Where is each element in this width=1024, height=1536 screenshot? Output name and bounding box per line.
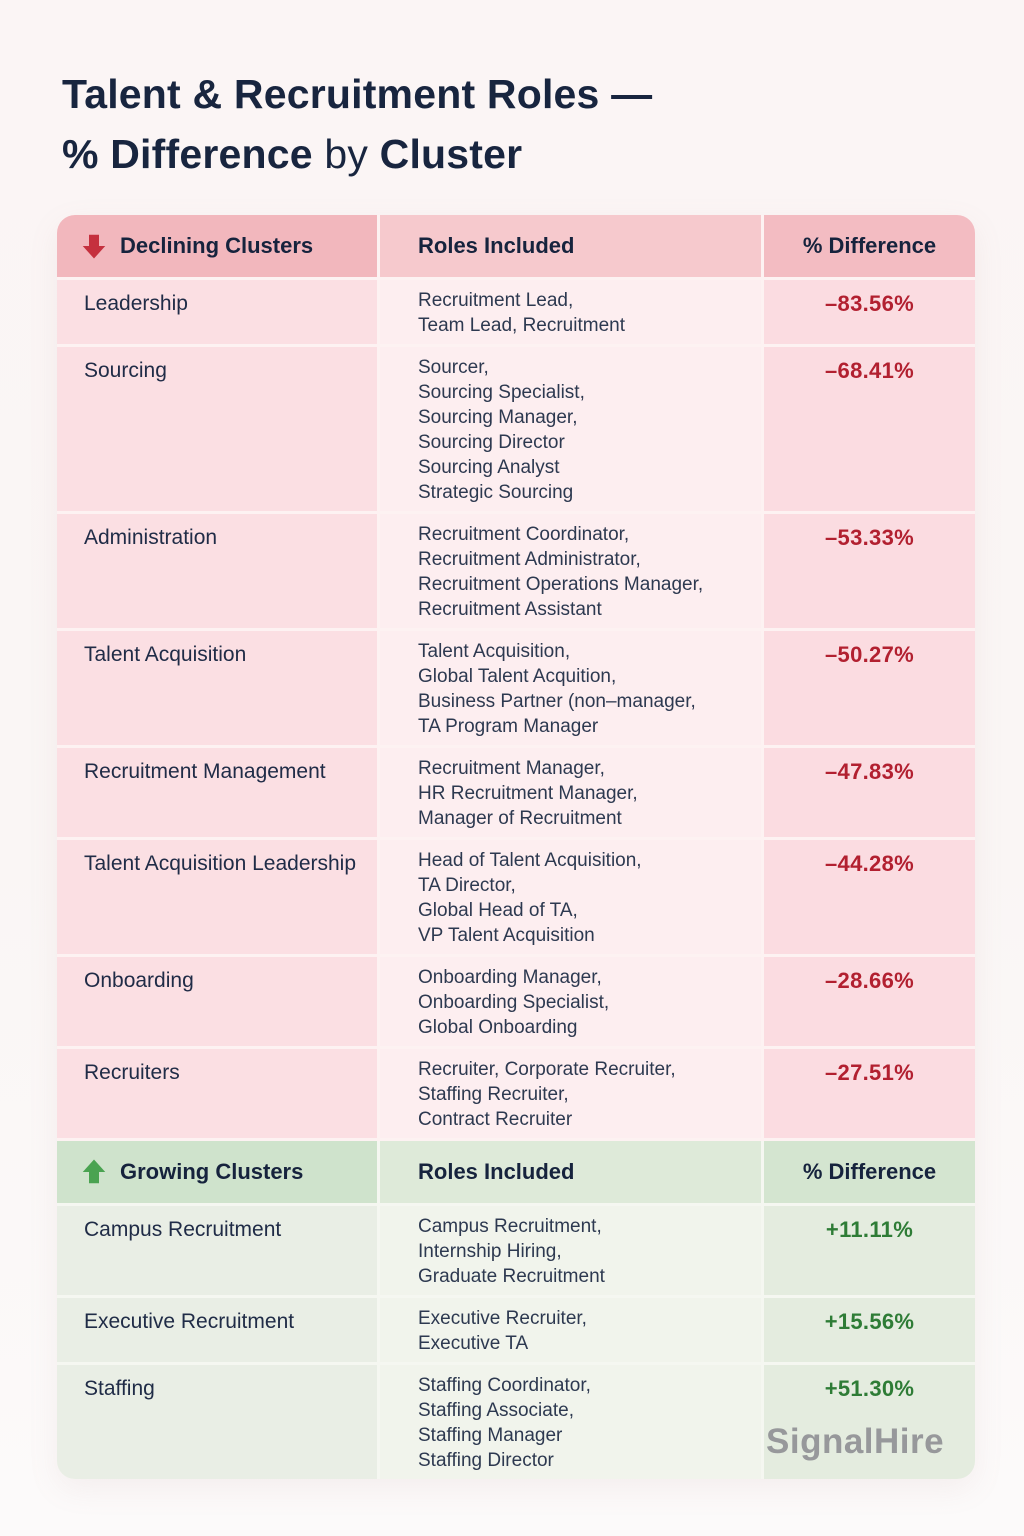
declining-section: Declining Clusters Roles Included % Diff… [57, 215, 975, 1141]
signalhire-logo: SignalHire [766, 1422, 945, 1461]
difference-value: –47.83% [764, 748, 975, 837]
section-header-row: Growing Clusters Roles Included % Differ… [57, 1141, 975, 1203]
difference-value: +11.11% [764, 1206, 975, 1295]
up-arrow-icon [79, 1156, 109, 1188]
difference-value: +51.30% [764, 1365, 975, 1479]
table-row: Leadership Recruitment Lead, Team Lead, … [57, 280, 975, 344]
section-title: Growing Clusters [120, 1159, 304, 1184]
cluster-name: Talent Acquisition [57, 631, 377, 745]
cluster-name: Campus Recruitment [57, 1206, 377, 1295]
roles-list: Recruiter, Corporate Recruiter, Staffing… [380, 1049, 761, 1138]
cluster-name: Onboarding [57, 957, 377, 1046]
cluster-name: Staffing [57, 1365, 377, 1479]
down-arrow-icon [79, 230, 109, 262]
roles-list: Campus Recruitment, Internship Hiring, G… [380, 1206, 761, 1295]
table-row: Administration Recruitment Coordinator, … [57, 514, 975, 628]
table-row: Campus Recruitment Campus Recruitment, I… [57, 1206, 975, 1295]
cluster-name: Administration [57, 514, 377, 628]
cluster-name: Talent Acquisition Leadership [57, 840, 377, 954]
title-line1: Talent & Recruitment Roles — [62, 71, 653, 117]
difference-header: % Difference [764, 215, 975, 277]
roles-list: Recruitment Manager, HR Recruitment Mana… [380, 748, 761, 837]
cluster-name: Leadership [57, 280, 377, 344]
table-row: Staffing Staffing Coordinator, Staffing … [57, 1365, 975, 1479]
cluster-name: Executive Recruitment [57, 1298, 377, 1362]
cluster-name: Recruitment Management [57, 748, 377, 837]
table-row: Sourcing Sourcer, Sourcing Specialist, S… [57, 347, 975, 511]
table-row: Executive Recruitment Executive Recruite… [57, 1298, 975, 1362]
table-row: Recruiters Recruiter, Corporate Recruite… [57, 1049, 975, 1138]
roles-list: Recruitment Coordinator, Recruitment Adm… [380, 514, 761, 628]
page-title: Talent & Recruitment Roles — % Difference… [62, 64, 652, 184]
difference-value: –44.28% [764, 840, 975, 954]
roles-list: Talent Acquisition, Global Talent Acquit… [380, 631, 761, 745]
growing-section: Growing Clusters Roles Included % Differ… [57, 1141, 975, 1479]
section-title: Declining Clusters [120, 233, 314, 258]
roles-list: Recruitment Lead, Team Lead, Recruitment [380, 280, 761, 344]
roles-list: Executive Recruiter, Executive TA [380, 1298, 761, 1362]
difference-header: % Difference [764, 1141, 975, 1203]
roles-list: Head of Talent Acquisition, TA Director,… [380, 840, 761, 954]
roles-list: Onboarding Manager, Onboarding Specialis… [380, 957, 761, 1046]
table-row: Talent Acquisition Talent Acquisition, G… [57, 631, 975, 745]
section-rows: Campus Recruitment Campus Recruitment, I… [57, 1206, 975, 1479]
difference-value: –50.27% [764, 631, 975, 745]
difference-value: –68.41% [764, 347, 975, 511]
difference-value: –28.66% [764, 957, 975, 1046]
roles-included-header: Roles Included [380, 215, 761, 277]
table-row: Recruitment Management Recruitment Manag… [57, 748, 975, 837]
roles-list: Staffing Coordinator, Staffing Associate… [380, 1365, 761, 1479]
difference-value: –27.51% [764, 1049, 975, 1138]
cluster-name: Sourcing [57, 347, 377, 511]
title-line2-bold: % Difference [62, 131, 313, 177]
section-header-row: Declining Clusters Roles Included % Diff… [57, 215, 975, 277]
cluster-name: Recruiters [57, 1049, 377, 1138]
title-line2-light: by [324, 131, 369, 177]
roles-list: Sourcer, Sourcing Specialist, Sourcing M… [380, 347, 761, 511]
roles-included-header: Roles Included [380, 1141, 761, 1203]
table-row: Onboarding Onboarding Manager, Onboardin… [57, 957, 975, 1046]
difference-value: –53.33% [764, 514, 975, 628]
clusters-table: Declining Clusters Roles Included % Diff… [57, 215, 975, 1479]
section-rows: Leadership Recruitment Lead, Team Lead, … [57, 280, 975, 1138]
title-line2-bold2: Cluster [379, 131, 523, 177]
table-row: Talent Acquisition Leadership Head of Ta… [57, 840, 975, 954]
difference-value: –83.56% [764, 280, 975, 344]
difference-value: +15.56% [764, 1298, 975, 1362]
